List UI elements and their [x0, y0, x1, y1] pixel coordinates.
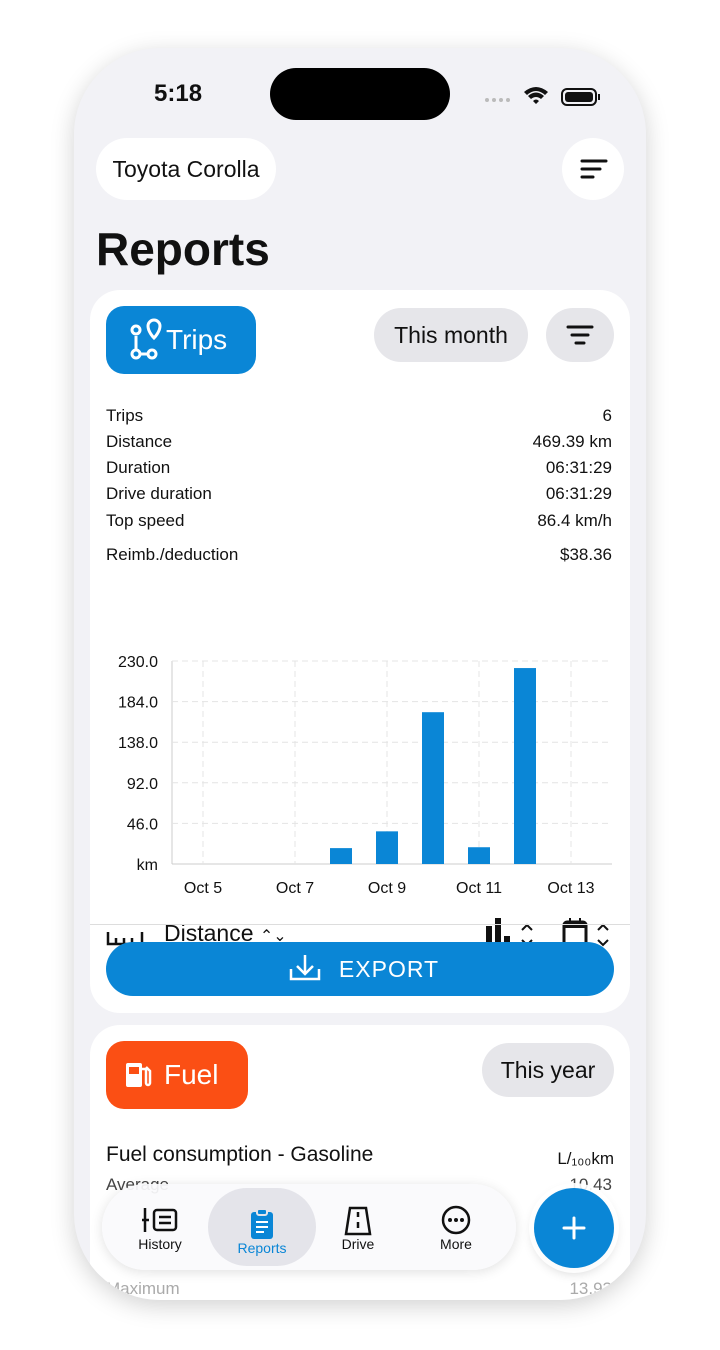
- phone-screen: 5:18 Toyota Corolla Reports Trips This m…: [74, 48, 646, 1300]
- tab-label: More: [440, 1236, 472, 1252]
- tab-drive[interactable]: Drive: [308, 1184, 408, 1266]
- bar: [468, 847, 490, 864]
- stat-row: Duration 06:31:29: [106, 458, 612, 478]
- dynamic-island: [270, 68, 450, 120]
- tab-label: Reports: [237, 1240, 287, 1256]
- filter-icon: [566, 325, 594, 345]
- stat-row: Trips 6: [106, 406, 612, 426]
- distance-chart: km 46.0 92.0 138.0 184.0 230.0 Oct 5 Oct 7 Oct 9…: [118, 654, 612, 897]
- history-icon: [142, 1208, 178, 1232]
- fuel-row-value: 13.93: [569, 1279, 612, 1298]
- stat-value: 86.4 km/h: [537, 511, 612, 530]
- divider: [90, 924, 630, 925]
- drive-icon: [344, 1206, 372, 1236]
- fuel-icon: [126, 1063, 152, 1087]
- bar: [514, 668, 536, 864]
- stat-row: Top speed 86.4 km/h: [106, 511, 612, 531]
- tab-bar: History Reports Drive More: [102, 1184, 516, 1270]
- stat-value: 469.39 km: [532, 432, 612, 451]
- stat-row: Drive duration 06:31:29: [106, 484, 612, 504]
- fuel-row-label: Maximum: [106, 1279, 180, 1298]
- x-tick-label: Oct 7: [276, 880, 314, 897]
- export-icon: [289, 955, 321, 981]
- more-icon: [441, 1205, 471, 1235]
- x-tick-label: Oct 11: [456, 880, 502, 897]
- reports-icon: [251, 1208, 273, 1239]
- bar: [376, 831, 398, 864]
- x-tick-label: Oct 13: [547, 880, 594, 897]
- trips-card: Trips This month Trips 6 Distance 469.39 km…: [90, 290, 630, 1013]
- stat-value: 06:31:29: [545, 458, 612, 477]
- fuel-unit: L/₁₀₀km: [557, 1149, 614, 1168]
- trips-title: Trips: [166, 324, 228, 355]
- stat-value: 6: [602, 406, 612, 425]
- fuel-badge[interactable]: Fuel: [106, 1041, 248, 1109]
- stat-row: Reimb./deduction $38.36: [106, 545, 612, 565]
- fuel-title: Fuel: [164, 1059, 219, 1090]
- x-tick-label: Oct 5: [184, 880, 222, 897]
- fuel-period-button[interactable]: This year: [482, 1043, 614, 1097]
- vehicle-selector[interactable]: Toyota Corolla: [96, 138, 276, 200]
- stat-label: Duration: [106, 458, 171, 477]
- y-tick-label: 184.0: [118, 695, 158, 712]
- stat-label: Drive duration: [106, 484, 212, 503]
- y-tick-label: 138.0: [118, 735, 158, 752]
- add-button[interactable]: [534, 1188, 614, 1268]
- stat-label: Reimb./deduction: [106, 545, 239, 564]
- stat-row: Distance 469.39 km: [106, 432, 612, 452]
- export-button[interactable]: EXPORT: [106, 942, 614, 996]
- export-label: EXPORT: [338, 955, 440, 982]
- sort-icon: [580, 159, 608, 179]
- trips-badge[interactable]: Trips: [106, 306, 256, 374]
- trips-icon: [130, 318, 162, 360]
- tab-reports[interactable]: Reports: [208, 1188, 316, 1266]
- status-icons: [485, 87, 600, 106]
- fuel-row: Maximum 13.93: [106, 1279, 612, 1299]
- stat-value: $38.36: [560, 545, 612, 564]
- page-title: Reports: [96, 223, 270, 275]
- stat-value: 06:31:29: [545, 484, 612, 503]
- filter-button[interactable]: [546, 308, 614, 362]
- status-time: 5:18: [154, 80, 203, 107]
- sort-button[interactable]: [562, 138, 624, 200]
- y-tick-label: 230.0: [118, 654, 158, 671]
- y-tick-label: km: [137, 857, 158, 874]
- stat-label: Top speed: [106, 511, 185, 530]
- y-tick-label: 46.0: [127, 816, 158, 833]
- tab-more[interactable]: More: [406, 1184, 506, 1266]
- tab-label: History: [138, 1236, 182, 1252]
- tab-history[interactable]: History: [110, 1184, 210, 1266]
- bar: [422, 712, 444, 864]
- x-tick-label: Oct 9: [368, 880, 406, 897]
- bar: [330, 848, 352, 864]
- period-button[interactable]: This month: [374, 308, 528, 362]
- fuel-subtitle: Fuel consumption - Gasoline: [106, 1143, 374, 1166]
- tab-label: Drive: [341, 1236, 375, 1252]
- stat-label: Trips: [106, 406, 144, 425]
- plus-icon: [562, 1216, 586, 1240]
- y-tick-label: 92.0: [127, 776, 158, 793]
- stat-label: Distance: [106, 432, 173, 451]
